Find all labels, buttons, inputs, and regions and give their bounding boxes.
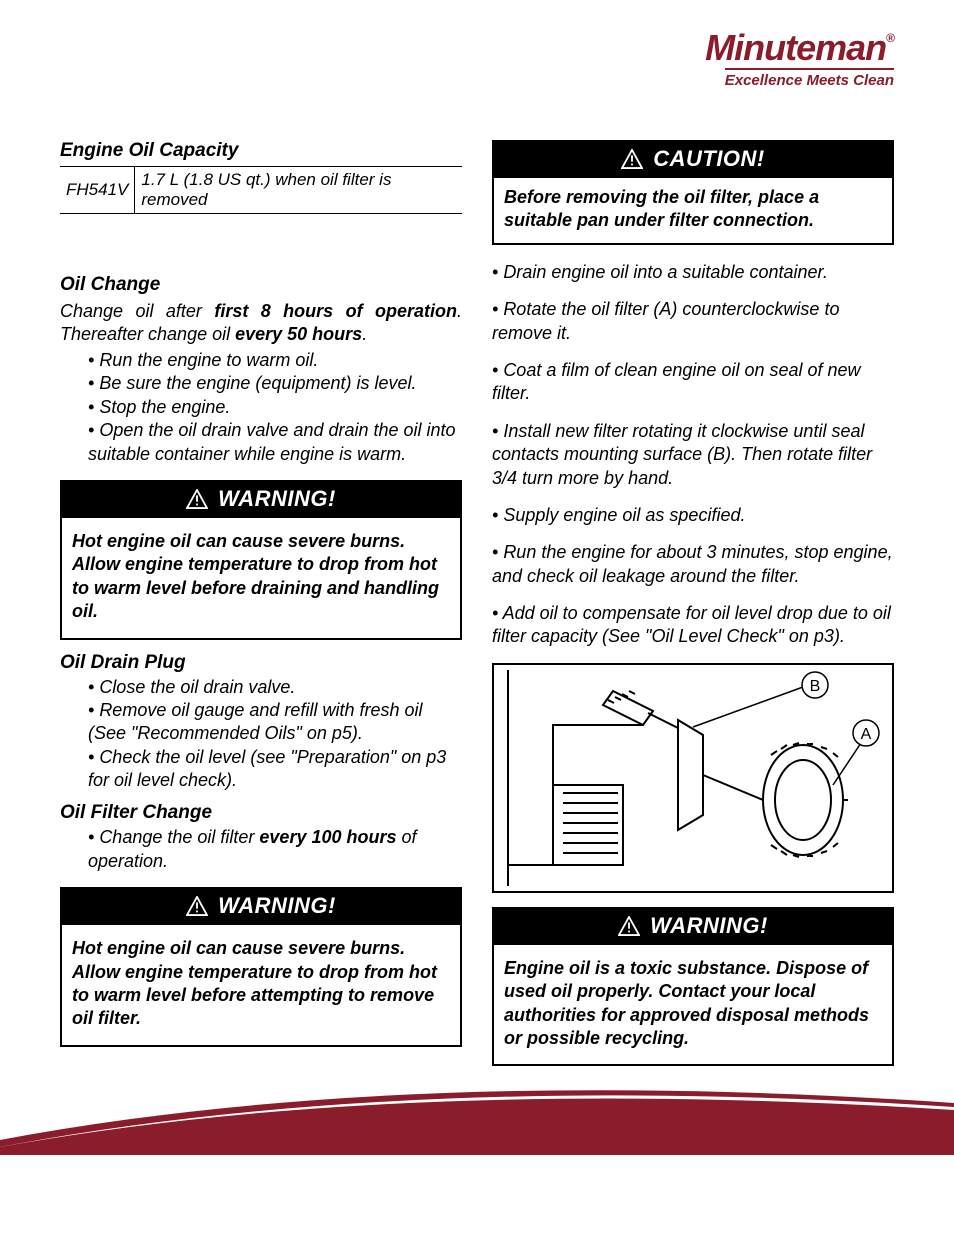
intro-text: Change oil after (60, 301, 214, 321)
warning-body: Hot engine oil can cause severe burns. A… (62, 925, 460, 1045)
capacity-model: FH541V (60, 167, 135, 214)
drain-plug-steps: Close the oil drain valve. Remove oil ga… (60, 676, 462, 793)
capacity-table: FH541V 1.7 L (1.8 US qt.) when oil filte… (60, 166, 462, 214)
brand-name: Minuteman (705, 30, 894, 66)
caution-body: Before removing the oil filter, place a … (492, 178, 894, 245)
list-item: Stop the engine. (88, 396, 462, 419)
list-item: Drain engine oil into a suitable contain… (492, 261, 894, 284)
warning-label: WARNING! (650, 913, 768, 939)
list-item: Change the oil filter every 100 hours of… (88, 826, 462, 873)
list-item: Open the oil drain valve and drain the o… (88, 419, 462, 466)
intro-bold: every 50 hours (235, 324, 362, 344)
list-item: Add oil to compensate for oil level drop… (492, 602, 894, 649)
warning-triangle-icon (618, 916, 640, 936)
oil-filter-diagram: B A (492, 663, 894, 893)
list-item: Be sure the engine (equipment) is level. (88, 372, 462, 395)
warning-triangle-icon (186, 896, 208, 916)
list-item: Check the oil level (see "Preparation" o… (88, 746, 462, 793)
oil-change-heading: Oil Change (60, 274, 462, 296)
intro-bold: first 8 hours of operation (214, 301, 457, 321)
diagram-label-b: B (810, 678, 821, 695)
warning-box-1: WARNING! Hot engine oil can cause severe… (60, 480, 462, 640)
drain-plug-heading: Oil Drain Plug (60, 652, 462, 674)
caution-header: CAUTION! (494, 142, 892, 178)
warning-triangle-icon (186, 489, 208, 509)
list-item: Rotate the oil filter (A) counterclockwi… (492, 298, 894, 345)
oil-change-intro: Change oil after first 8 hours of operat… (60, 300, 462, 345)
brand-logo-block: Minuteman Excellence Meets Clean (60, 30, 894, 90)
warning-body: Engine oil is a toxic substance. Dispose… (494, 945, 892, 1065)
left-column: Engine Oil Capacity FH541V 1.7 L (1.8 US… (60, 140, 462, 1078)
oil-change-steps: Run the engine to warm oil. Be sure the … (60, 349, 462, 466)
filter-procedure-steps: Drain engine oil into a suitable contain… (492, 261, 894, 649)
warning-header: WARNING! (62, 889, 460, 925)
warning-label: WARNING! (218, 486, 336, 512)
warning-header: WARNING! (494, 909, 892, 945)
warning-box-3: WARNING! Engine oil is a toxic substance… (492, 907, 894, 1067)
list-item: Coat a film of clean engine oil on seal … (492, 359, 894, 406)
warning-body: Hot engine oil can cause severe burns. A… (62, 518, 460, 638)
right-column: CAUTION! Before removing the oil filter,… (492, 140, 894, 1078)
diagram-label-a: A (861, 726, 872, 743)
filter-change-steps: Change the oil filter every 100 hours of… (60, 826, 462, 873)
diagram-svg: B A (494, 665, 892, 891)
warning-box-2: WARNING! Hot engine oil can cause severe… (60, 887, 462, 1047)
warning-label: WARNING! (218, 893, 336, 919)
list-item: Install new filter rotating it clockwise… (492, 420, 894, 490)
brand-tagline: Excellence Meets Clean (725, 68, 894, 89)
step-text: Change the oil filter (99, 827, 259, 847)
caution-box: CAUTION! (492, 140, 894, 178)
list-item: Remove oil gauge and refill with fresh o… (88, 699, 462, 746)
capacity-value: 1.7 L (1.8 US qt.) when oil filter is re… (135, 167, 462, 214)
list-item: Run the engine to warm oil. (88, 349, 462, 372)
intro-text: . (362, 324, 367, 344)
filter-change-heading: Oil Filter Change (60, 802, 462, 824)
list-item: Close the oil drain valve. (88, 676, 462, 699)
warning-header: WARNING! (62, 482, 460, 518)
capacity-heading: Engine Oil Capacity (60, 140, 462, 162)
caution-label: CAUTION! (653, 146, 765, 172)
list-item: Supply engine oil as specified. (492, 504, 894, 527)
warning-triangle-icon (621, 149, 643, 169)
footer-swoosh (0, 1085, 954, 1155)
step-bold: every 100 hours (259, 827, 396, 847)
list-item: Run the engine for about 3 minutes, stop… (492, 541, 894, 588)
